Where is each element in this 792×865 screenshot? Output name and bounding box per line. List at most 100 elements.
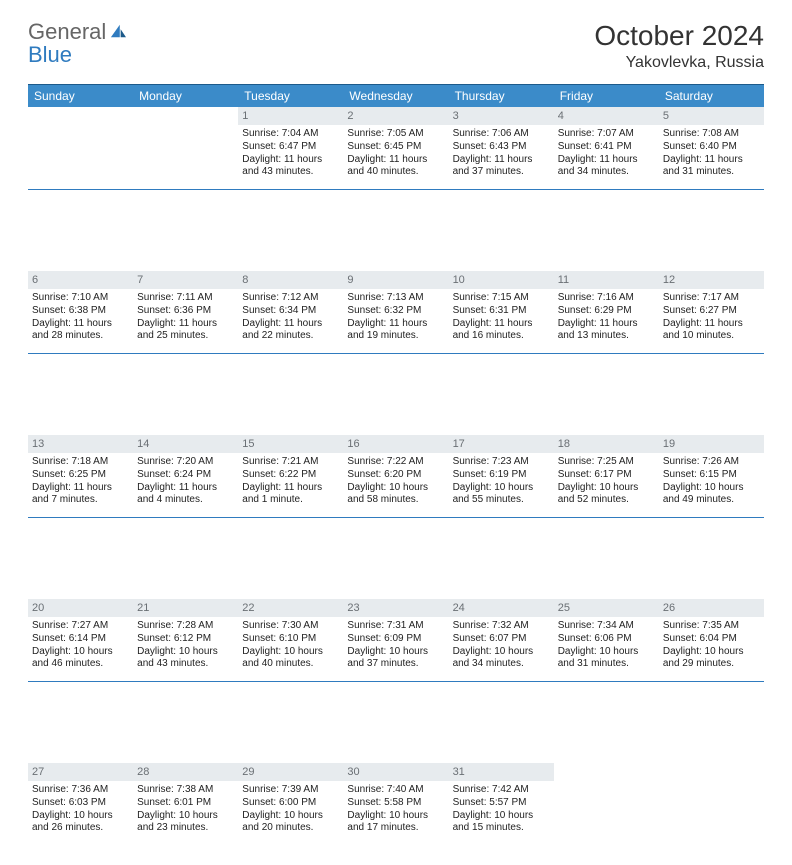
location-label: Yakovlevka, Russia xyxy=(594,54,764,72)
sunset-line: Sunset: 6:24 PM xyxy=(137,469,234,482)
sunrise-line: Sunrise: 7:05 AM xyxy=(347,128,444,141)
sunset-line: Sunset: 6:00 PM xyxy=(242,797,339,810)
sunrise-line: Sunrise: 7:17 AM xyxy=(663,292,760,305)
calendar-cell: 5Sunrise: 7:08 AMSunset: 6:40 PMDaylight… xyxy=(659,107,764,189)
day-number: 4 xyxy=(554,107,659,125)
calendar-cell: 6Sunrise: 7:10 AMSunset: 6:38 PMDaylight… xyxy=(28,271,133,353)
sunset-line: Sunset: 6:27 PM xyxy=(663,305,760,318)
calendar-cell: 23Sunrise: 7:31 AMSunset: 6:09 PMDayligh… xyxy=(343,599,448,681)
sunrise-line: Sunrise: 7:40 AM xyxy=(347,784,444,797)
daylight-line: Daylight: 11 hours and 43 minutes. xyxy=(242,154,339,180)
day-number: 8 xyxy=(238,271,343,289)
logo-sail-icon xyxy=(109,20,127,43)
week-divider xyxy=(28,353,764,354)
daylight-line: Daylight: 11 hours and 13 minutes. xyxy=(558,318,655,344)
daylight-line: Daylight: 11 hours and 10 minutes. xyxy=(663,318,760,344)
day-number: 24 xyxy=(449,599,554,617)
sunset-line: Sunset: 6:43 PM xyxy=(453,141,550,154)
calendar-cell: 25Sunrise: 7:34 AMSunset: 6:06 PMDayligh… xyxy=(554,599,659,681)
sunrise-line: Sunrise: 7:11 AM xyxy=(137,292,234,305)
day-header: Saturday xyxy=(659,85,764,107)
sunrise-line: Sunrise: 7:12 AM xyxy=(242,292,339,305)
daylight-line: Daylight: 11 hours and 7 minutes. xyxy=(32,482,129,508)
sunrise-line: Sunrise: 7:21 AM xyxy=(242,456,339,469)
daylight-line: Daylight: 10 hours and 26 minutes. xyxy=(32,810,129,836)
day-number: 26 xyxy=(659,599,764,617)
day-number: 29 xyxy=(238,763,343,781)
day-number: 27 xyxy=(28,763,133,781)
calendar-cell: 28Sunrise: 7:38 AMSunset: 6:01 PMDayligh… xyxy=(133,763,238,845)
daylight-line: Daylight: 10 hours and 49 minutes. xyxy=(663,482,760,508)
daylight-line: Daylight: 10 hours and 55 minutes. xyxy=(453,482,550,508)
sunrise-line: Sunrise: 7:42 AM xyxy=(453,784,550,797)
day-header: Thursday xyxy=(449,85,554,107)
daylight-line: Daylight: 10 hours and 20 minutes. xyxy=(242,810,339,836)
calendar-cell: 14Sunrise: 7:20 AMSunset: 6:24 PMDayligh… xyxy=(133,435,238,517)
day-number: 11 xyxy=(554,271,659,289)
day-header: Friday xyxy=(554,85,659,107)
sunset-line: Sunset: 6:20 PM xyxy=(347,469,444,482)
daylight-line: Daylight: 11 hours and 1 minute. xyxy=(242,482,339,508)
week-divider xyxy=(28,189,764,190)
calendar-cell: 2Sunrise: 7:05 AMSunset: 6:45 PMDaylight… xyxy=(343,107,448,189)
calendar-cell: 31Sunrise: 7:42 AMSunset: 5:57 PMDayligh… xyxy=(449,763,554,845)
calendar-cell: 18Sunrise: 7:25 AMSunset: 6:17 PMDayligh… xyxy=(554,435,659,517)
sunset-line: Sunset: 6:38 PM xyxy=(32,305,129,318)
sunrise-line: Sunrise: 7:31 AM xyxy=(347,620,444,633)
day-header: Tuesday xyxy=(238,85,343,107)
calendar-cell: 10Sunrise: 7:15 AMSunset: 6:31 PMDayligh… xyxy=(449,271,554,353)
calendar-cell: 27Sunrise: 7:36 AMSunset: 6:03 PMDayligh… xyxy=(28,763,133,845)
daylight-line: Daylight: 10 hours and 17 minutes. xyxy=(347,810,444,836)
calendar-day-headers: SundayMondayTuesdayWednesdayThursdayFrid… xyxy=(28,84,764,107)
sunset-line: Sunset: 6:40 PM xyxy=(663,141,760,154)
sunset-line: Sunset: 6:25 PM xyxy=(32,469,129,482)
calendar-cell: 7 Sunrise: 7:11 AMSunset: 6:36 PMDaylight… xyxy=(133,271,238,353)
calendar-cell: 17Sunrise: 7:23 AMSunset: 6:19 PMDayligh… xyxy=(449,435,554,517)
logo-text-blue: Blue xyxy=(28,43,127,66)
sunrise-line: Sunrise: 7:30 AM xyxy=(242,620,339,633)
day-number: 19 xyxy=(659,435,764,453)
daylight-line: Daylight: 11 hours and 28 minutes. xyxy=(32,318,129,344)
calendar-cell xyxy=(133,107,238,189)
sunrise-line: Sunrise: 7:27 AM xyxy=(32,620,129,633)
calendar-cell: 26Sunrise: 7:35 AMSunset: 6:04 PMDayligh… xyxy=(659,599,764,681)
calendar-cell: 19Sunrise: 7:26 AMSunset: 6:15 PMDayligh… xyxy=(659,435,764,517)
day-number: 25 xyxy=(554,599,659,617)
sunrise-line: Sunrise: 7:36 AM xyxy=(32,784,129,797)
sunset-line: Sunset: 6:36 PM xyxy=(137,305,234,318)
sunrise-line: Sunrise: 7:26 AM xyxy=(663,456,760,469)
sunrise-line: Sunrise: 7:32 AM xyxy=(453,620,550,633)
sunrise-line: Sunrise: 7:04 AM xyxy=(242,128,339,141)
calendar-cell: 1Sunrise: 7:04 AMSunset: 6:47 PMDaylight… xyxy=(238,107,343,189)
day-number: 3 xyxy=(449,107,554,125)
sunset-line: Sunset: 6:34 PM xyxy=(242,305,339,318)
calendar-cell xyxy=(28,107,133,189)
daylight-line: Daylight: 10 hours and 37 minutes. xyxy=(347,646,444,672)
daylight-line: Daylight: 11 hours and 4 minutes. xyxy=(137,482,234,508)
daylight-line: Daylight: 10 hours and 46 minutes. xyxy=(32,646,129,672)
sunset-line: Sunset: 6:45 PM xyxy=(347,141,444,154)
daylight-line: Daylight: 10 hours and 31 minutes. xyxy=(558,646,655,672)
day-number: 14 xyxy=(133,435,238,453)
sunset-line: Sunset: 6:19 PM xyxy=(453,469,550,482)
sunset-line: Sunset: 6:09 PM xyxy=(347,633,444,646)
sunrise-line: Sunrise: 7:38 AM xyxy=(137,784,234,797)
sunrise-line: Sunrise: 7:39 AM xyxy=(242,784,339,797)
sunrise-line: Sunrise: 7:25 AM xyxy=(558,456,655,469)
sunrise-line: Sunrise: 7:08 AM xyxy=(663,128,760,141)
calendar-cell: 22Sunrise: 7:30 AMSunset: 6:10 PMDayligh… xyxy=(238,599,343,681)
calendar-cell: 24Sunrise: 7:32 AMSunset: 6:07 PMDayligh… xyxy=(449,599,554,681)
logo-text-general: General xyxy=(28,20,106,43)
day-number: 7 xyxy=(133,271,238,289)
sunrise-line: Sunrise: 7:35 AM xyxy=(663,620,760,633)
calendar-cell: 21Sunrise: 7:28 AMSunset: 6:12 PMDayligh… xyxy=(133,599,238,681)
sunset-line: Sunset: 5:58 PM xyxy=(347,797,444,810)
daylight-line: Daylight: 11 hours and 25 minutes. xyxy=(137,318,234,344)
logo: GeneralBlue xyxy=(28,20,127,66)
day-number: 10 xyxy=(449,271,554,289)
sunset-line: Sunset: 6:22 PM xyxy=(242,469,339,482)
daylight-line: Daylight: 10 hours and 15 minutes. xyxy=(453,810,550,836)
sunset-line: Sunset: 6:10 PM xyxy=(242,633,339,646)
sunset-line: Sunset: 6:07 PM xyxy=(453,633,550,646)
sunset-line: Sunset: 6:31 PM xyxy=(453,305,550,318)
